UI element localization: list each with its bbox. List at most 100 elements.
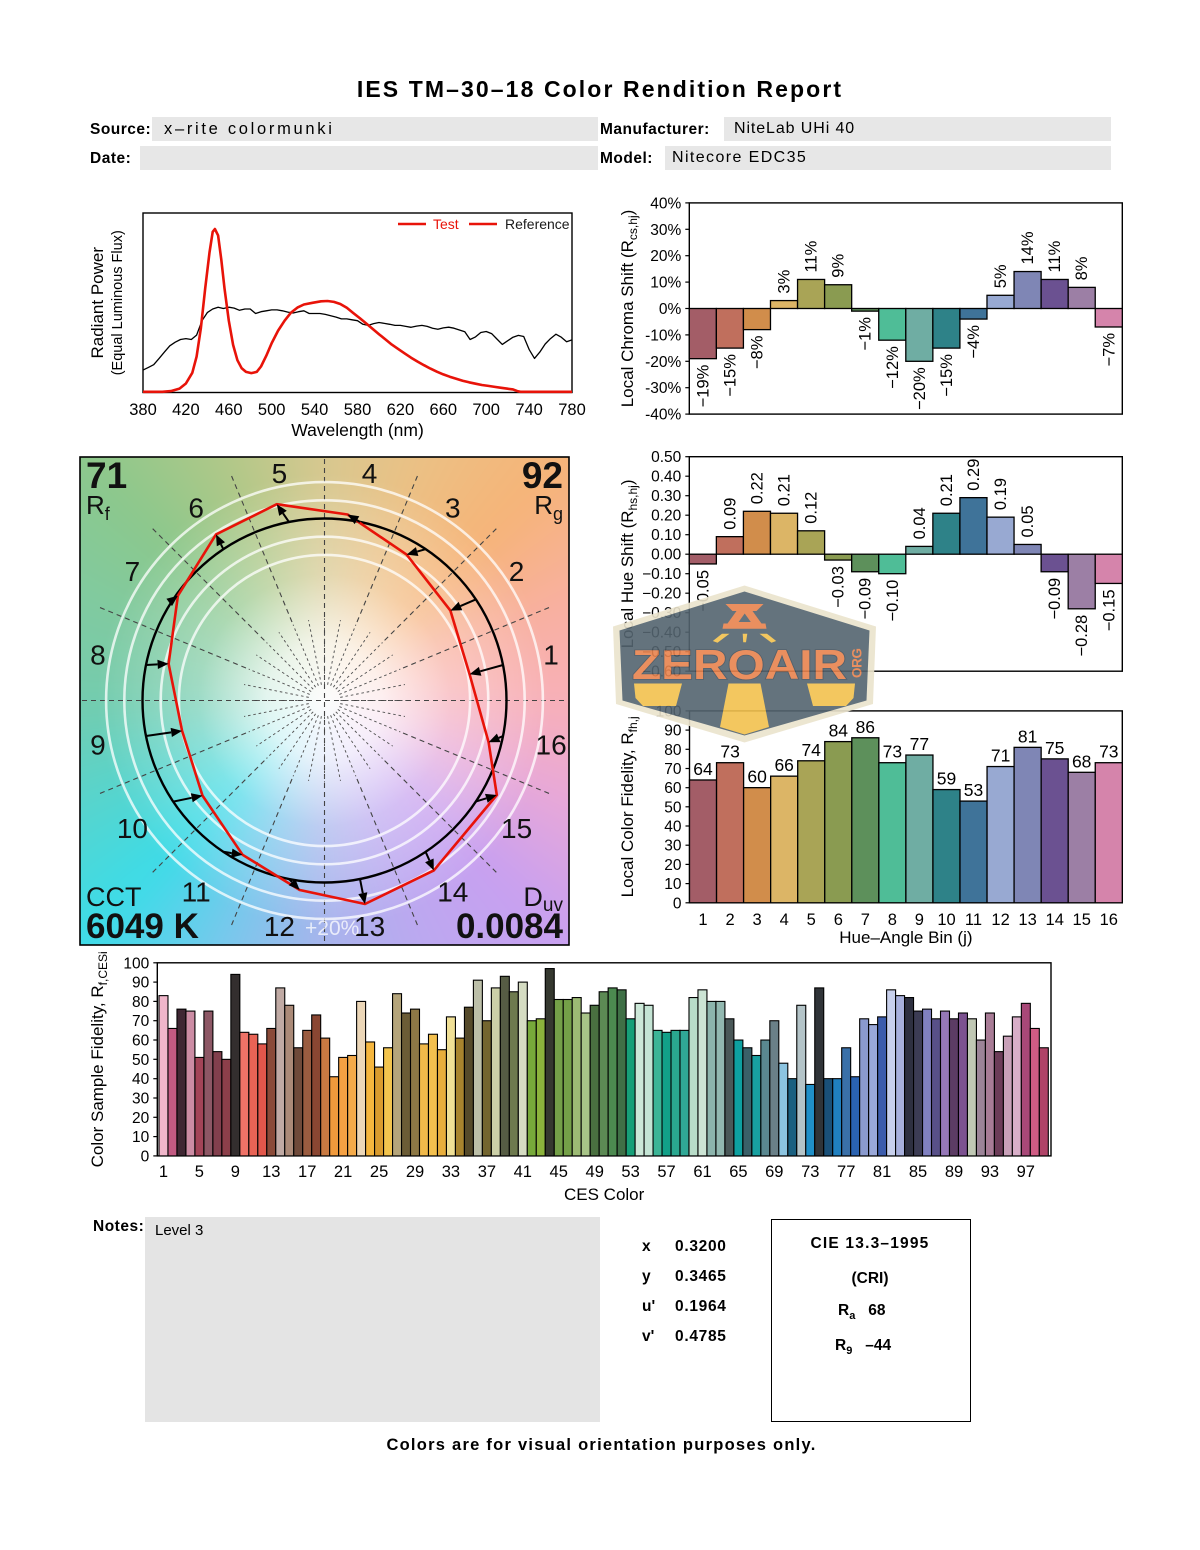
svg-text:-20%: -20% (645, 354, 681, 371)
svg-text:5: 5 (195, 1163, 204, 1181)
svg-text:−7%: −7% (1100, 333, 1118, 367)
svg-text:Local Hue Shift (Rhs,hj): Local Hue Shift (Rhs,hj) (618, 479, 640, 648)
svg-text:21: 21 (334, 1163, 352, 1181)
svg-text:77: 77 (910, 734, 929, 754)
svg-text:Test: Test (433, 216, 459, 232)
svg-text:5: 5 (807, 911, 816, 929)
svg-text:-40%: -40% (645, 407, 681, 424)
svg-text:9: 9 (231, 1163, 240, 1181)
svg-text:−0.28: −0.28 (1073, 615, 1091, 657)
svg-text:53: 53 (621, 1163, 639, 1181)
svg-text:620: 620 (387, 401, 415, 419)
svg-text:1: 1 (543, 639, 559, 670)
svg-text:Hue–Angle Bin (j): Hue–Angle Bin (j) (839, 928, 972, 947)
svg-text:0.30: 0.30 (651, 488, 682, 505)
svg-text:−19%: −19% (694, 364, 712, 407)
svg-text:740: 740 (515, 401, 543, 419)
svg-text:(Equal Luminous Flux): (Equal Luminous Flux) (110, 230, 126, 375)
svg-text:3: 3 (445, 492, 461, 523)
svg-text:380: 380 (129, 401, 157, 419)
svg-text:92: 92 (522, 455, 563, 496)
svg-text:17: 17 (298, 1163, 316, 1181)
svg-text:0.05: 0.05 (1019, 505, 1037, 537)
svg-text:−0.15: −0.15 (1100, 590, 1118, 632)
svg-text:85: 85 (909, 1163, 927, 1181)
svg-text:Local Chroma Shift (Rcs,hj): Local Chroma Shift (Rcs,hj) (618, 210, 640, 408)
svg-text:93: 93 (981, 1163, 999, 1181)
svg-text:9%: 9% (830, 254, 848, 278)
svg-text:−1%: −1% (857, 317, 875, 351)
svg-text:65: 65 (729, 1163, 747, 1181)
svg-text:75: 75 (1045, 738, 1064, 758)
svg-text:−15%: −15% (938, 354, 956, 397)
svg-text:10: 10 (117, 813, 148, 844)
svg-text:ZEROAIR: ZEROAIR (632, 641, 847, 688)
svg-text:420: 420 (172, 401, 200, 419)
svg-text:15: 15 (501, 813, 532, 844)
svg-text:580: 580 (344, 401, 372, 419)
svg-text:-30%: -30% (645, 380, 681, 397)
svg-text:0: 0 (673, 895, 682, 912)
svg-text:40: 40 (664, 819, 682, 836)
svg-text:0.21: 0.21 (938, 474, 956, 506)
svg-text:Local Color Fidelity, Rfh,j: Local Color Fidelity, Rfh,j (618, 716, 640, 897)
svg-text:60: 60 (664, 780, 682, 797)
svg-text:81: 81 (1018, 726, 1037, 746)
svg-text:15: 15 (1073, 911, 1091, 929)
svg-text:45: 45 (550, 1163, 568, 1181)
svg-text:0.40: 0.40 (651, 469, 682, 486)
svg-text:66: 66 (774, 755, 793, 775)
svg-text:0.19: 0.19 (992, 478, 1010, 510)
svg-text:90: 90 (664, 723, 682, 740)
svg-text:84: 84 (829, 721, 849, 741)
svg-text:7: 7 (861, 911, 870, 929)
svg-text:CCT: CCT (86, 882, 142, 912)
svg-text:16: 16 (536, 730, 567, 761)
svg-text:69: 69 (765, 1163, 783, 1181)
svg-text:4: 4 (780, 911, 789, 929)
svg-text:−8%: −8% (749, 335, 767, 369)
svg-text:10: 10 (937, 911, 955, 929)
svg-text:2: 2 (726, 911, 735, 929)
svg-text:−0.03: −0.03 (830, 566, 848, 608)
svg-text:30%: 30% (650, 222, 681, 239)
svg-text:0.04: 0.04 (911, 507, 929, 539)
svg-text:0.09: 0.09 (721, 498, 739, 530)
svg-text:10: 10 (664, 876, 682, 893)
svg-text:0.10: 0.10 (651, 527, 682, 544)
svg-text:0%: 0% (659, 301, 682, 318)
svg-text:20: 20 (132, 1110, 150, 1127)
svg-text:10%: 10% (650, 275, 681, 292)
svg-text:68: 68 (1072, 751, 1091, 771)
svg-text:57: 57 (657, 1163, 675, 1181)
svg-text:60: 60 (132, 1033, 150, 1050)
svg-text:20%: 20% (650, 248, 681, 265)
svg-text:90: 90 (132, 975, 150, 992)
svg-text:500: 500 (258, 401, 286, 419)
svg-text:14: 14 (437, 877, 468, 908)
svg-text:−0.09: −0.09 (857, 578, 875, 620)
svg-text:49: 49 (586, 1163, 604, 1181)
svg-text:540: 540 (301, 401, 329, 419)
svg-text:6: 6 (834, 911, 843, 929)
svg-text:9: 9 (915, 911, 924, 929)
svg-text:71: 71 (991, 746, 1010, 766)
svg-text:30: 30 (664, 838, 682, 855)
svg-text:77: 77 (837, 1163, 855, 1181)
svg-text:CES Color: CES Color (564, 1185, 645, 1204)
svg-text:0.00: 0.00 (651, 547, 682, 564)
svg-text:40%: 40% (650, 195, 681, 212)
svg-text:64: 64 (693, 759, 713, 779)
svg-text:0.22: 0.22 (749, 472, 767, 504)
svg-text:11: 11 (182, 877, 211, 908)
svg-text:97: 97 (1017, 1163, 1035, 1181)
svg-text:780: 780 (558, 401, 586, 419)
svg-text:59: 59 (937, 769, 956, 789)
svg-text:3: 3 (753, 911, 762, 929)
svg-text:4: 4 (362, 458, 378, 489)
svg-text:1: 1 (698, 911, 707, 929)
svg-text:53: 53 (964, 780, 983, 800)
svg-text:89: 89 (945, 1163, 963, 1181)
svg-text:1: 1 (159, 1163, 168, 1181)
svg-text:−15%: −15% (721, 354, 739, 397)
